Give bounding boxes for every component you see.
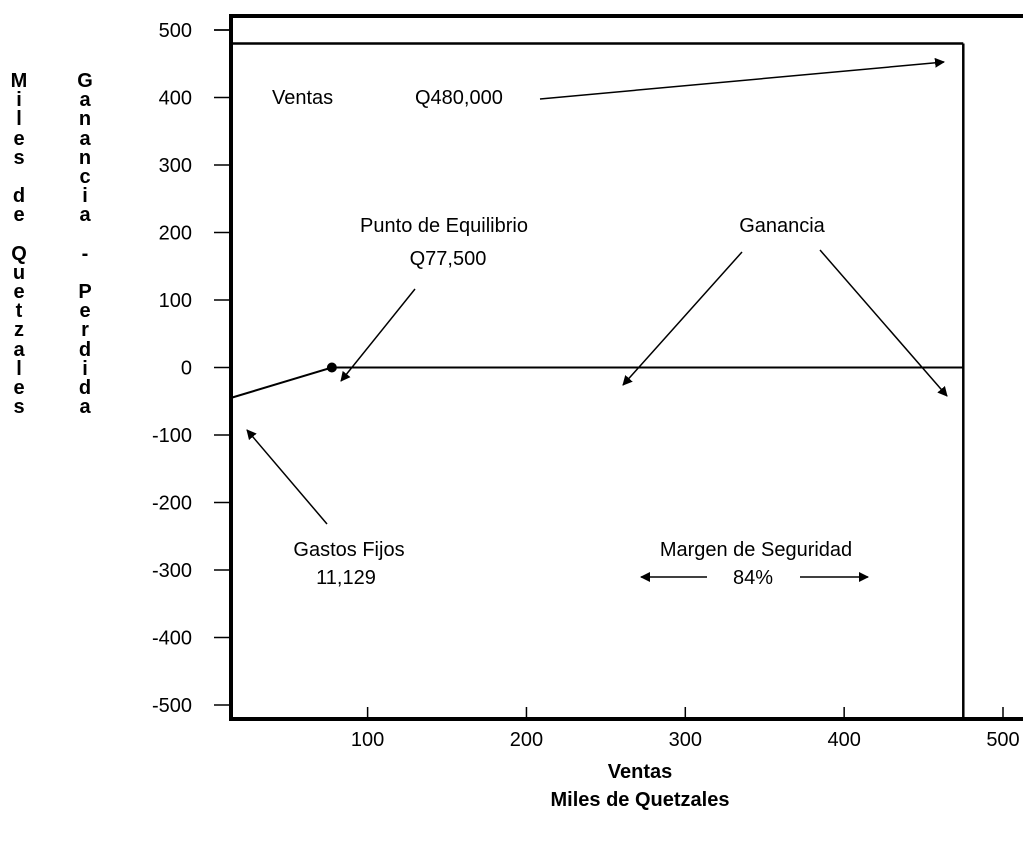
y-title-letter: e — [13, 377, 25, 399]
y-tick-label: 100 — [159, 290, 192, 312]
x-tick-label: 500 — [986, 729, 1019, 751]
ganancia-label: Ganancia — [739, 215, 825, 237]
y-title-letter: e — [13, 127, 25, 150]
x-axis-ticks: 100 200 300 400 500 — [351, 707, 1020, 751]
gastos-label: Gastos Fijos — [293, 539, 404, 561]
y-title-letter — [73, 226, 97, 245]
series-layer — [230, 42, 965, 719]
y-title-letter: a — [79, 127, 91, 150]
x-axis-subtitle: Miles de Quetzales — [550, 789, 730, 811]
y-tick-label: -200 — [152, 493, 192, 515]
y-tick-label: 400 — [159, 88, 192, 110]
y-title-letter: i — [82, 357, 88, 380]
x-axis-title: Ventas — [607, 761, 673, 783]
y-tick-label: -300 — [152, 560, 192, 582]
y-axis-ticks: 500 400 300 200 100 0 -100 -200 -300 -400 -500 — [152, 20, 231, 717]
y-title-letter: t — [15, 300, 23, 323]
y-title-letter: n — [78, 146, 92, 169]
x-tick-label: 400 — [827, 729, 860, 751]
y-tick-label: 500 — [159, 20, 192, 42]
equilibrio-value: Q77,500 — [410, 248, 487, 270]
gastos-arrow — [246, 429, 328, 525]
break-even-point — [326, 362, 337, 373]
y-tick-label: -100 — [152, 425, 192, 447]
margen-value: 84% — [733, 567, 773, 589]
y-title-letter: P — [78, 281, 92, 304]
y-title-letter: Q — [11, 242, 27, 265]
y-title-letter: e — [13, 281, 25, 304]
y-title-letter: e — [13, 204, 25, 227]
y-title-letter: M — [10, 70, 28, 92]
y-tick-label: 200 — [159, 223, 192, 245]
y-tick-label: 300 — [159, 155, 192, 177]
y-title-letter: i — [16, 89, 22, 112]
y-title-letter: e — [79, 300, 91, 323]
y-title-letter: n — [78, 108, 92, 131]
y-title-letter: - — [81, 242, 89, 265]
y-title-letter: u — [12, 261, 26, 284]
y-title-letter: G — [77, 70, 93, 92]
y-title-letter: d — [12, 185, 26, 208]
ventas-arrow — [539, 57, 945, 100]
gastos-value: 11,129 — [316, 567, 376, 589]
y-tick-label: -400 — [152, 628, 192, 650]
y-title-letter: s — [13, 396, 25, 419]
y-title-letter: r — [81, 319, 89, 342]
y-title-letter: d — [78, 338, 92, 361]
x-tick-label: 200 — [510, 729, 543, 751]
ganancia-arrow-left — [622, 251, 743, 386]
y-title-letter — [7, 226, 31, 245]
margen-label: Margen de Seguridad — [660, 539, 852, 561]
cost-profit-line — [230, 366, 964, 399]
ventas-value: Q480,000 — [415, 87, 503, 109]
equilibrio-arrow — [340, 288, 416, 382]
y-title-letter: d — [78, 377, 92, 399]
y-title-letter: a — [13, 338, 25, 361]
equilibrio-label: Punto de Equilibrio — [360, 215, 528, 237]
y-title-letter: i — [82, 185, 88, 208]
ventas-label: Ventas — [272, 87, 333, 109]
y-title-letter: l — [16, 108, 22, 131]
ganancia-arrow-right — [819, 249, 948, 397]
y-tick-label: 0 — [181, 358, 192, 380]
y-title-letter: c — [79, 165, 91, 188]
x-tick-label: 100 — [351, 729, 384, 751]
y-title-letter: s — [13, 146, 25, 169]
y-title-letter: a — [79, 204, 91, 227]
y-title-letter: a — [79, 396, 91, 419]
x-tick-label: 300 — [669, 729, 702, 751]
y-title-letter: l — [16, 357, 22, 380]
y-tick-label: -500 — [152, 695, 192, 717]
y-title-letter: a — [79, 89, 91, 112]
y-title-letter: z — [14, 319, 24, 342]
